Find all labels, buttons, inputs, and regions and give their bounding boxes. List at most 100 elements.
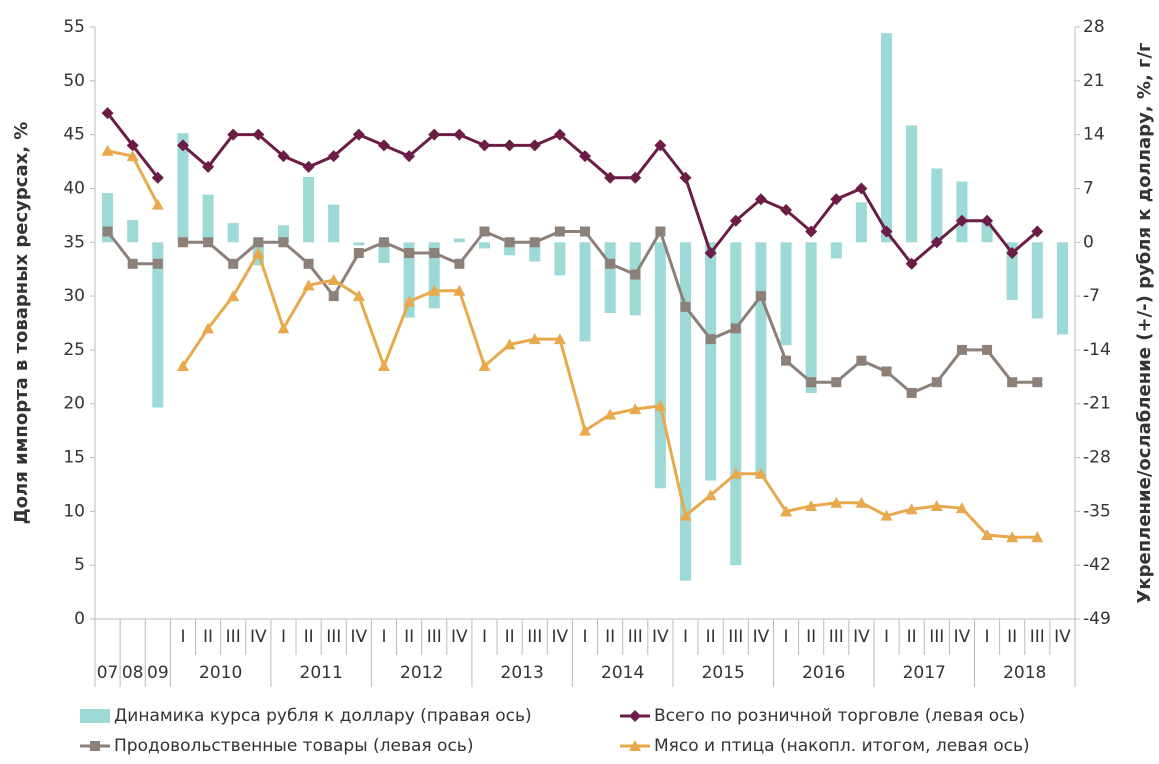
marker — [302, 279, 315, 291]
y2-tick-label: 7 — [1083, 178, 1094, 198]
marker — [454, 258, 465, 269]
marker — [855, 182, 868, 195]
marker — [453, 284, 466, 296]
marker — [503, 338, 516, 350]
x-tick-label: III — [326, 627, 341, 647]
y2-tick-label: -35 — [1083, 501, 1111, 521]
x-tick-label: II — [806, 627, 816, 647]
marker — [880, 509, 893, 521]
marker — [377, 139, 390, 152]
marker — [680, 301, 691, 312]
marker — [754, 467, 767, 479]
x-tick-label: II — [505, 627, 515, 647]
x-tick-label: III — [628, 627, 643, 647]
y-tick-label: 15 — [63, 448, 85, 468]
y2-tick-label: -21 — [1083, 394, 1111, 414]
marker — [831, 377, 842, 388]
x-tick-label: IV — [954, 627, 971, 647]
bar — [981, 222, 993, 243]
marker — [930, 236, 943, 249]
marker — [202, 322, 215, 334]
marker — [352, 290, 365, 302]
marker — [754, 193, 767, 206]
legend-label: Динамика курса рубля к доллару (правая о… — [114, 706, 532, 726]
marker — [429, 248, 440, 259]
y-tick-label: 20 — [63, 394, 85, 414]
y-tick-label: 55 — [63, 17, 85, 37]
marker — [1006, 531, 1019, 543]
x-tick-label: IV — [1054, 627, 1071, 647]
x-tick-label: II — [1007, 627, 1017, 647]
legend-swatch — [80, 709, 110, 723]
marker — [176, 139, 189, 152]
marker — [126, 139, 139, 152]
marker — [955, 502, 968, 514]
marker — [679, 171, 692, 184]
bar — [177, 133, 189, 243]
bar — [705, 242, 717, 481]
marker — [102, 226, 113, 237]
bar — [353, 242, 365, 246]
x-tick-label: IV — [351, 627, 368, 647]
marker — [982, 344, 993, 355]
x-tick-label: II — [304, 627, 314, 647]
series-line-group — [101, 144, 1044, 543]
y2-tick-label: -14 — [1083, 340, 1111, 360]
bar — [453, 238, 465, 243]
x-group-label: 2010 — [199, 663, 242, 683]
bar — [277, 225, 289, 243]
marker — [629, 403, 642, 415]
marker — [478, 139, 491, 152]
marker — [428, 284, 441, 296]
x-tick-label: 07 — [97, 663, 119, 683]
x-group-label: 2012 — [400, 663, 443, 683]
marker — [1031, 531, 1044, 543]
marker — [277, 150, 290, 163]
marker — [805, 225, 818, 238]
marker — [127, 258, 138, 269]
marker — [1032, 377, 1043, 388]
marker — [553, 128, 566, 141]
y2-tick-label: -28 — [1083, 448, 1111, 468]
bar — [428, 242, 440, 309]
marker — [529, 237, 540, 248]
marker — [277, 322, 290, 334]
bar — [906, 125, 918, 243]
marker — [931, 377, 942, 388]
x-group-label: 2013 — [501, 663, 544, 683]
marker — [177, 237, 188, 248]
marker — [151, 171, 164, 184]
x-tick-label: I — [281, 627, 286, 647]
marker — [328, 291, 339, 302]
marker — [203, 237, 214, 248]
marker — [930, 499, 943, 511]
x-tick-label: III — [929, 627, 944, 647]
marker — [605, 258, 616, 269]
marker — [955, 214, 968, 227]
x-tick-label: I — [985, 627, 990, 647]
marker — [202, 160, 215, 173]
x-tick-label: I — [884, 627, 889, 647]
marker — [654, 139, 667, 152]
marker — [352, 128, 365, 141]
x-tick-label: II — [907, 627, 917, 647]
x-tick-label: IV — [451, 627, 468, 647]
marker — [580, 226, 590, 237]
x-tick-label: IV — [853, 627, 870, 647]
marker — [101, 107, 114, 120]
marker — [152, 258, 163, 269]
y2-tick-label: 0 — [1083, 232, 1094, 252]
legend-label: Мясо и птица (накопл. итогом, левая ось) — [654, 736, 1030, 756]
series-line-group — [101, 107, 1044, 270]
x-group-label: 2017 — [903, 663, 946, 683]
marker — [428, 128, 441, 141]
marker — [176, 360, 189, 372]
marker — [604, 408, 617, 420]
marker — [630, 269, 641, 280]
marker — [981, 529, 994, 541]
y-tick-label: 5 — [74, 555, 85, 575]
bar — [1031, 242, 1043, 319]
bar — [931, 168, 943, 243]
x-tick-label: 08 — [122, 663, 144, 683]
